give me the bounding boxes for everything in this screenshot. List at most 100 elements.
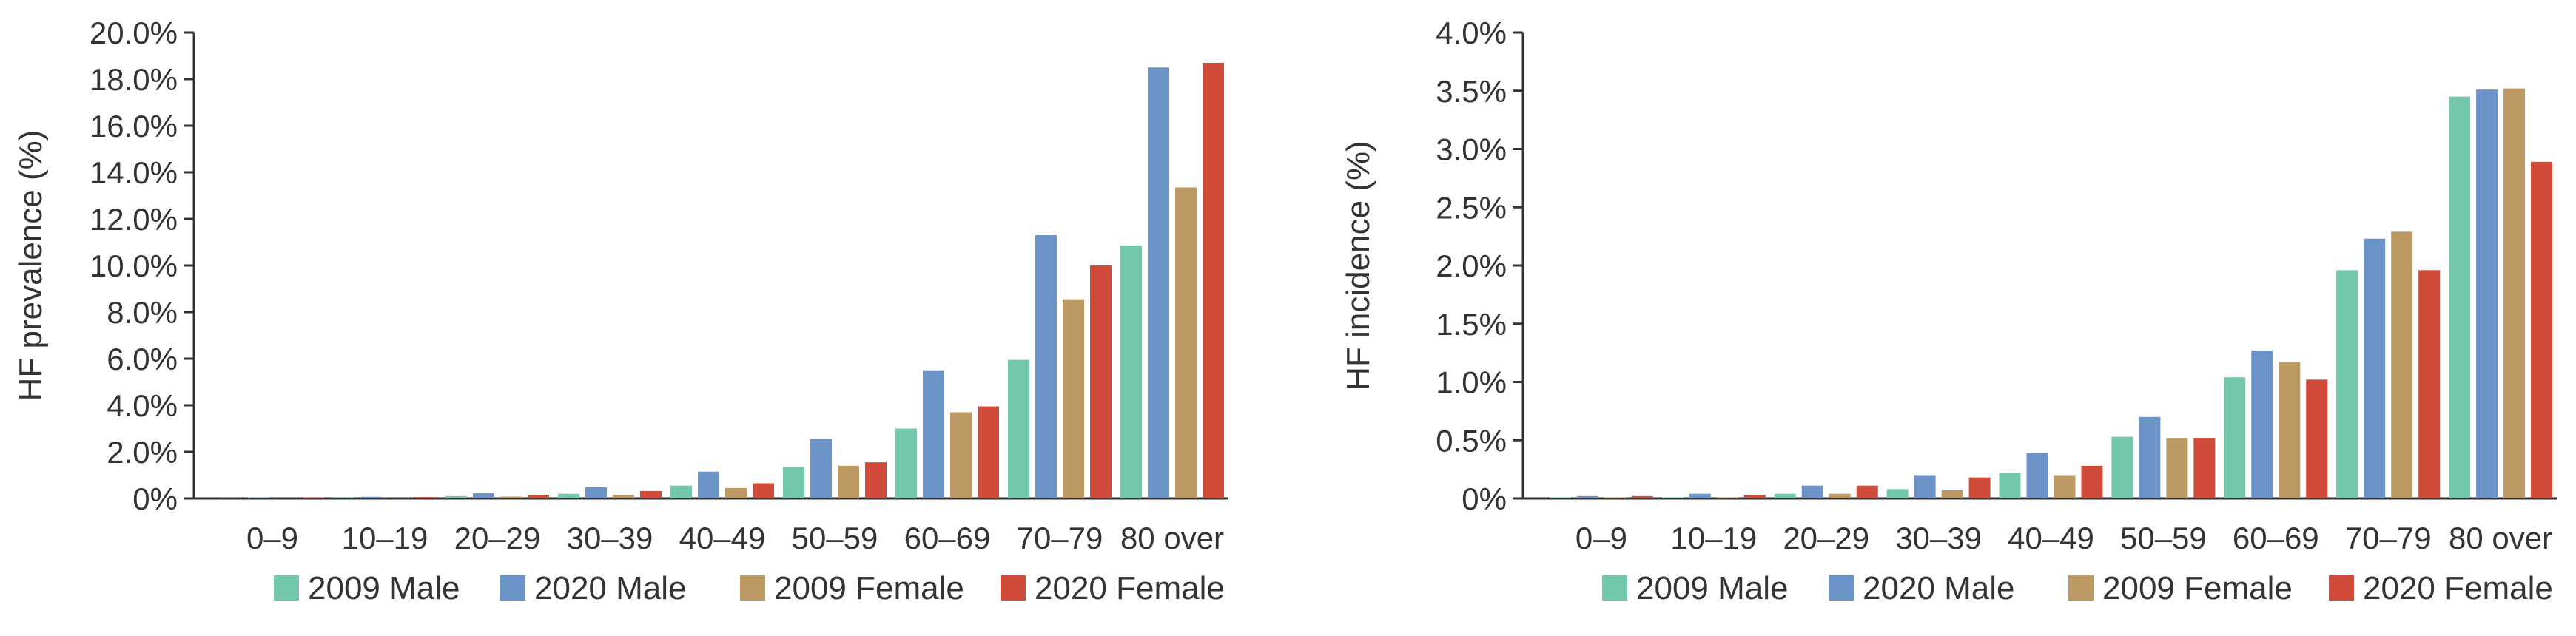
- y-tick-label: 10.0%: [90, 248, 178, 283]
- legend-swatch-2020-female: [1001, 575, 1026, 601]
- bar-2009-female-3: [613, 495, 634, 498]
- bar-2009-male-0: [1549, 497, 1571, 498]
- x-tick-label: 80 over: [2449, 521, 2552, 555]
- bar-2009-male-8: [2449, 96, 2471, 498]
- bar-2020-female-7: [2418, 270, 2441, 498]
- bar-2020-male-8: [1148, 67, 1169, 498]
- bar-2009-male-6: [2224, 377, 2246, 498]
- y-tick-label: 3.0%: [1436, 132, 1507, 167]
- bar-2020-female-2: [1856, 485, 1878, 498]
- bar-2009-male-6: [895, 428, 917, 498]
- bar-2020-female-1: [415, 497, 437, 498]
- x-tick-label: 0–9: [246, 521, 298, 555]
- bar-2009-male-1: [1661, 497, 1684, 498]
- legend-swatch-2009-female: [740, 575, 765, 601]
- bar-2020-female-3: [1968, 477, 1991, 498]
- x-tick-label: 20–29: [454, 521, 541, 555]
- bar-2009-male-7: [1008, 359, 1029, 498]
- bar-2020-male-1: [360, 496, 382, 498]
- bar-2009-female-2: [500, 496, 522, 498]
- y-axis-title: HF prevalence (%): [13, 130, 49, 402]
- bar-2020-male-4: [698, 471, 719, 498]
- y-tick-label: 2.0%: [107, 435, 178, 470]
- bar-2020-male-4: [2026, 453, 2048, 498]
- y-tick-label: 6.0%: [107, 342, 178, 376]
- y-tick-label: 2.0%: [1436, 248, 1507, 283]
- bar-2009-female-3: [1941, 490, 1963, 498]
- y-tick-label: 1.5%: [1436, 307, 1507, 342]
- x-tick-label: 60–69: [2233, 521, 2319, 555]
- legend-label-2009-female: 2009 Female: [2102, 570, 2293, 606]
- bar-2020-male-2: [1801, 485, 1823, 498]
- bar-2020-male-2: [473, 493, 494, 498]
- bar-2009-female-7: [1063, 299, 1084, 498]
- legend-swatch-2020-female: [2329, 575, 2354, 601]
- legend-swatch-2009-male: [274, 575, 299, 601]
- bar-2009-female-6: [950, 412, 972, 498]
- bar-2020-male-8: [2476, 89, 2498, 499]
- y-tick-label: 4.0%: [1436, 16, 1507, 50]
- y-tick-label: 14.0%: [90, 155, 178, 190]
- legend-label-2009-female: 2009 Female: [774, 570, 964, 606]
- bar-2009-female-0: [1604, 497, 1626, 498]
- bar-2009-female-4: [2054, 475, 2076, 498]
- x-tick-label: 10–19: [342, 521, 428, 555]
- bar-2020-male-7: [2364, 238, 2386, 498]
- bar-2020-female-2: [528, 495, 549, 498]
- bar-2020-male-6: [2251, 350, 2273, 498]
- x-tick-label: 50–59: [792, 521, 878, 555]
- bar-2020-female-6: [978, 406, 999, 498]
- bar-2009-male-3: [1886, 489, 1909, 498]
- x-tick-label: 70–79: [2345, 521, 2432, 555]
- bar-2009-female-7: [2391, 231, 2413, 498]
- bar-2009-female-1: [1716, 497, 1738, 498]
- legend-label-2020-male: 2020 Male: [534, 570, 686, 606]
- x-tick-label: 30–39: [1895, 521, 1982, 555]
- bar-2020-female-3: [640, 490, 662, 498]
- bar-2009-female-2: [1829, 493, 1851, 498]
- y-tick-label: 18.0%: [90, 62, 178, 97]
- legend-swatch-2009-male: [1602, 575, 1627, 601]
- bar-2009-male-7: [2336, 270, 2358, 498]
- x-tick-label: 70–79: [1017, 521, 1103, 555]
- legend-label-2009-male: 2009 Male: [308, 570, 460, 606]
- bar-2009-female-4: [725, 487, 747, 498]
- bar-2020-female-0: [303, 497, 324, 498]
- y-tick-label: 20.0%: [90, 16, 178, 50]
- bar-2020-female-5: [865, 462, 887, 498]
- bar-2009-male-5: [2111, 436, 2133, 498]
- legend-swatch-2020-male: [1829, 575, 1854, 601]
- y-tick-label: 3.5%: [1436, 74, 1507, 109]
- legend-label-2009-male: 2009 Male: [1636, 570, 1788, 606]
- legend-label-2020-female: 2020 Female: [2363, 570, 2553, 606]
- bar-2020-male-5: [2139, 416, 2161, 498]
- y-tick-label: 8.0%: [107, 295, 178, 330]
- bar-2009-male-2: [1774, 493, 1796, 498]
- x-tick-label: 20–29: [1783, 521, 1869, 555]
- bar-2020-female-0: [1631, 495, 1653, 498]
- bar-2009-male-4: [1999, 473, 2021, 498]
- y-tick-label: 2.5%: [1436, 190, 1507, 225]
- x-tick-label: 40–49: [2008, 521, 2094, 555]
- bar-2020-female-4: [753, 483, 774, 498]
- bar-2020-male-5: [810, 439, 832, 498]
- y-tick-label: 16.0%: [90, 109, 178, 143]
- bar-2020-female-8: [1203, 62, 1224, 498]
- bar-2020-male-3: [585, 487, 607, 498]
- bar-2009-male-5: [783, 467, 804, 498]
- y-tick-label: 0%: [1462, 481, 1507, 516]
- bar-2020-female-6: [2306, 379, 2328, 498]
- bar-2020-male-0: [1576, 495, 1598, 498]
- legend-swatch-2020-male: [500, 575, 525, 601]
- y-tick-label: 1.0%: [1436, 365, 1507, 400]
- bar-2009-female-8: [2503, 88, 2526, 499]
- bar-2009-male-4: [670, 485, 692, 498]
- y-tick-label: 12.0%: [90, 202, 178, 237]
- legend-label-2020-male: 2020 Male: [1863, 570, 2014, 606]
- x-tick-label: 10–19: [1670, 521, 1757, 555]
- x-tick-label: 80 over: [1120, 521, 1224, 555]
- bar-2009-male-8: [1120, 246, 1142, 498]
- x-tick-label: 0–9: [1575, 521, 1627, 555]
- bar-2009-female-5: [2166, 438, 2188, 498]
